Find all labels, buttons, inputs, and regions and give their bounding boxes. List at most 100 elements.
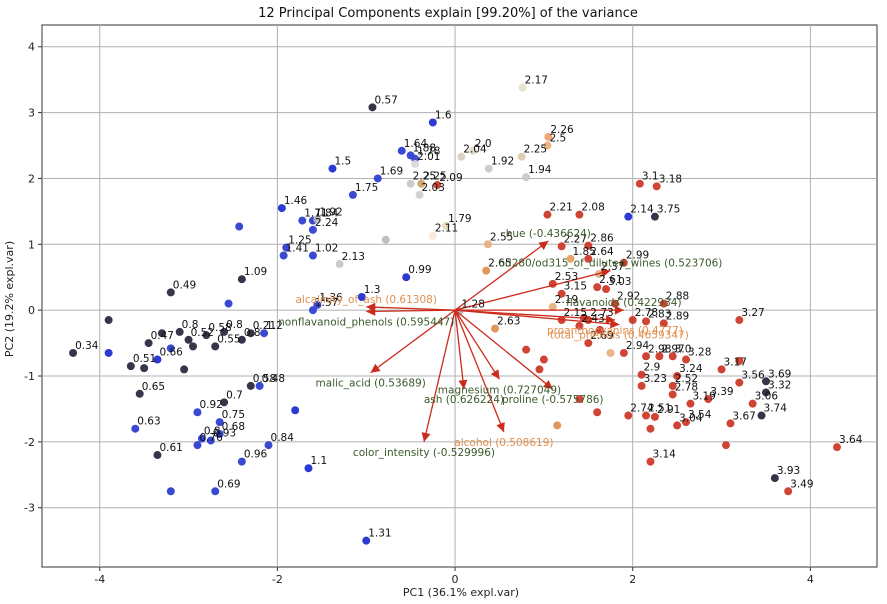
point-label: 3.19	[692, 391, 715, 403]
data-point	[593, 408, 602, 417]
data-point	[237, 275, 246, 284]
data-point	[624, 212, 633, 221]
data-point	[637, 381, 646, 390]
data-point	[140, 364, 149, 373]
point-label: 3.17	[724, 356, 747, 368]
point-label: 3.18	[659, 173, 682, 185]
data-point	[291, 406, 300, 415]
point-label: 0.57	[374, 94, 397, 106]
data-point	[166, 344, 175, 353]
point-label: 2.99	[626, 250, 649, 262]
data-point	[584, 241, 593, 250]
data-point	[457, 152, 466, 161]
point-label: 3.32	[768, 379, 791, 391]
point-label: 1.85	[573, 246, 596, 258]
point-label: 1.31	[368, 528, 391, 540]
data-point	[575, 395, 584, 404]
point-label: 0.58	[208, 322, 231, 334]
data-point	[539, 355, 548, 364]
point-label: 3.14	[652, 449, 676, 461]
loading-label: proline (-0.575786)	[502, 394, 604, 406]
point-label: 2.5	[549, 133, 566, 145]
data-point	[144, 339, 153, 348]
point-label: 1.36	[319, 292, 343, 304]
data-point	[411, 159, 420, 168]
point-label: 0.51	[133, 353, 156, 365]
loading-arrowhead	[366, 306, 376, 316]
point-label: 2.0	[475, 138, 492, 150]
data-point	[686, 399, 695, 408]
loading-label: color_intensity (-0.529996)	[353, 447, 495, 459]
loading-arrow	[455, 309, 615, 321]
loading-arrowhead	[605, 314, 615, 324]
data-point	[126, 362, 135, 371]
data-point	[646, 424, 655, 433]
data-point	[304, 464, 313, 473]
y-tick-label: 2	[28, 172, 35, 185]
data-point	[224, 299, 233, 308]
x-axis-ticks: -4 -2 0 2 4	[94, 567, 814, 586]
data-point	[348, 190, 357, 199]
point-label: 2.08	[581, 202, 604, 214]
data-point	[659, 299, 668, 308]
point-label: 1.84	[315, 208, 339, 220]
data-point	[575, 210, 584, 219]
data-point	[624, 411, 633, 420]
point-label: 0.93	[213, 428, 236, 440]
loading-label: alcalinity_of_ash (0.61308)	[296, 294, 437, 306]
data-point	[153, 355, 162, 364]
loading-arrowhead	[370, 363, 381, 373]
loading-arrowhead	[614, 305, 624, 315]
data-point	[135, 389, 144, 398]
point-label: 2.25	[413, 171, 436, 183]
point-label: 2.55	[490, 231, 513, 243]
y-tick-label: 3	[28, 107, 35, 120]
data-point	[517, 152, 526, 161]
point-label: 1.92	[319, 206, 342, 218]
data-point	[433, 181, 442, 190]
data-point	[650, 412, 659, 421]
data-point	[575, 321, 584, 330]
point-label: 0.65	[142, 381, 165, 393]
y-tick-label: -1	[24, 370, 35, 383]
data-point	[255, 381, 264, 390]
data-point	[784, 487, 793, 496]
data-point	[642, 352, 651, 361]
data-point	[721, 441, 730, 450]
point-label: 1.46	[284, 195, 308, 207]
point-label: 2.14	[630, 204, 654, 216]
point-label: 2.89	[666, 310, 689, 322]
data-point	[522, 345, 531, 354]
data-point	[184, 335, 193, 344]
loading-label: total_phenols (0.4659347)	[550, 330, 689, 342]
data-point	[211, 487, 220, 496]
loading-arrow	[370, 309, 456, 374]
data-point	[584, 339, 593, 348]
data-point	[235, 222, 244, 231]
data-point	[833, 443, 842, 452]
point-label: 2.25	[423, 171, 446, 183]
point-label: 0.75	[222, 409, 245, 421]
data-point	[215, 418, 224, 427]
point-label: 1.09	[244, 266, 267, 278]
point-label: 1.92	[491, 156, 514, 168]
point-labels: 0.571.62.172.262.52.02.041.641.881.782.0…	[75, 75, 863, 540]
data-point	[260, 329, 269, 338]
point-label: 2.01	[417, 151, 440, 163]
data-point	[406, 179, 415, 188]
data-point	[362, 536, 371, 545]
data-point	[264, 441, 273, 450]
loading-label: ash (0.626224)	[424, 394, 504, 406]
loading-arrowhead	[610, 319, 620, 329]
data-point	[761, 388, 770, 397]
data-point	[175, 327, 184, 336]
data-point	[655, 352, 664, 361]
point-label: 2.78	[635, 307, 658, 319]
point-label: 2.24	[315, 217, 339, 229]
point-label: 1.2	[266, 320, 283, 332]
data-point	[704, 395, 713, 404]
point-label: 0.69	[217, 478, 240, 490]
x-tick-label: 0	[452, 573, 459, 586]
loading-arrow	[366, 309, 456, 313]
